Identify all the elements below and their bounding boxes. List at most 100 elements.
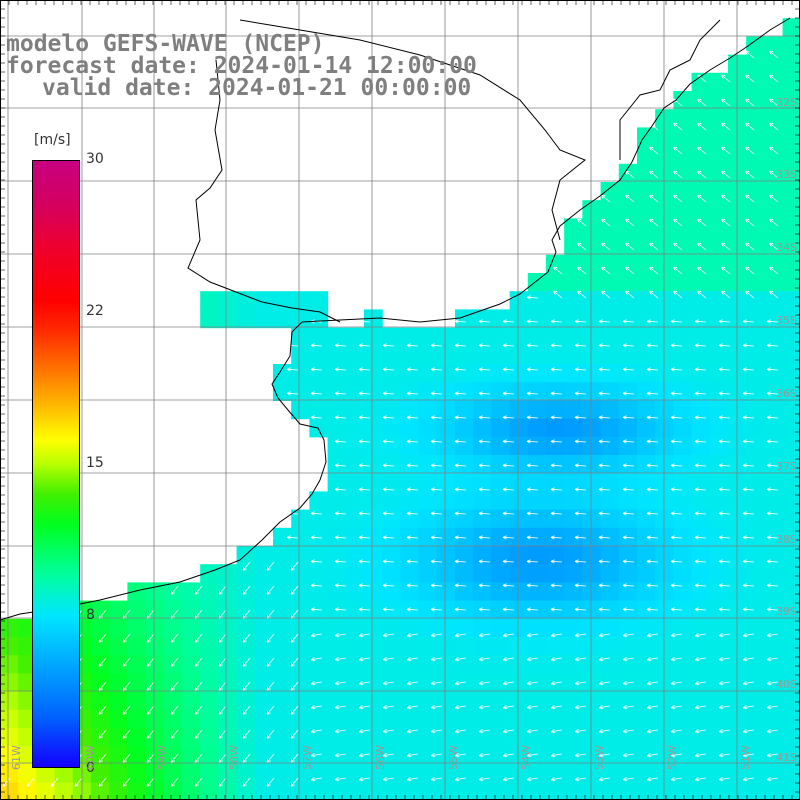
wind-cell — [782, 218, 800, 238]
wind-cell — [527, 655, 547, 674]
wind-cell — [600, 345, 620, 365]
wind-arrow — [430, 681, 443, 686]
wind-cell — [728, 91, 747, 110]
wind-arrow — [358, 777, 371, 782]
wind-cell — [582, 200, 602, 219]
wind-arrow — [769, 194, 779, 203]
wind-cell — [382, 455, 401, 474]
wind-arrow — [218, 657, 227, 667]
wind-arrow — [646, 367, 659, 372]
wind-arrow — [766, 343, 779, 348]
wind-cell — [109, 600, 128, 620]
wind-cell — [218, 691, 238, 711]
wind-arrow — [622, 343, 635, 348]
wind-cell — [764, 364, 784, 383]
wind-arrow — [430, 657, 443, 662]
wind-arrow — [718, 487, 731, 492]
wind-cell — [673, 309, 693, 329]
wind-cell — [655, 637, 674, 656]
wind-cell — [728, 691, 747, 711]
wind-arrow — [502, 343, 515, 348]
wind-arrow — [170, 753, 179, 763]
wind-cell — [655, 364, 674, 383]
wind-cell — [364, 637, 383, 656]
wind-cell — [182, 782, 201, 800]
wind-cell — [728, 618, 747, 638]
wind-arrow — [622, 657, 635, 662]
wind-arrow — [526, 415, 539, 420]
lat-label: 33S — [776, 168, 797, 181]
wind-cell — [746, 182, 765, 201]
wind-cell — [782, 309, 800, 329]
wind-cell — [564, 600, 583, 620]
wind-cell — [746, 382, 765, 401]
wind-arrow — [382, 487, 395, 492]
wind-cell — [618, 418, 638, 438]
wind-cell — [473, 309, 492, 329]
wind-cell — [673, 182, 693, 201]
wind-arrow — [598, 681, 611, 686]
wind-cell — [273, 637, 292, 656]
wind-cell — [291, 673, 310, 693]
wind-arrow — [310, 633, 323, 638]
wind-cell — [655, 509, 674, 529]
wind-arrow — [742, 729, 755, 734]
wind-arrow — [598, 583, 611, 588]
wind-cell — [0, 691, 19, 711]
wind-cell — [746, 327, 765, 347]
wind-cell — [182, 600, 201, 620]
wind-arrow — [598, 777, 611, 782]
wind-cell — [455, 400, 474, 420]
wind-cell — [691, 455, 711, 474]
wind-cell — [782, 673, 800, 693]
wind-cell — [509, 637, 529, 656]
wind-cell — [455, 473, 474, 492]
wind-cell — [163, 691, 183, 711]
wind-arrow — [170, 657, 179, 667]
wind-cell — [782, 182, 800, 201]
wind-cell — [764, 254, 784, 274]
wind-cell — [364, 728, 383, 747]
wind-cell — [345, 491, 365, 511]
wind-arrow — [673, 266, 683, 275]
wind-cell — [691, 382, 711, 401]
wind-cell — [509, 309, 529, 329]
wind-arrow — [334, 367, 347, 372]
wind-cell — [218, 291, 238, 310]
wind-arrow — [430, 633, 443, 638]
wind-arrow — [218, 729, 227, 739]
wind-arrow — [745, 122, 755, 131]
wind-arrow — [601, 218, 611, 227]
wind-cell — [163, 618, 183, 638]
wind-arrow — [550, 319, 563, 324]
wind-cell — [200, 564, 219, 583]
wind-cell — [564, 418, 583, 438]
wind-cell — [327, 418, 347, 438]
wind-cell — [728, 54, 747, 74]
wind-cell — [145, 673, 165, 693]
wind-cell — [600, 236, 620, 256]
wind-cell — [455, 728, 474, 747]
wind-arrow — [694, 367, 707, 372]
wind-arrow — [622, 583, 635, 588]
wind-arrow — [454, 319, 467, 324]
wind-cell — [764, 418, 784, 438]
wind-arrow — [526, 583, 539, 588]
wind-cell — [709, 91, 729, 110]
wind-arrow — [766, 607, 779, 612]
wind-arrow — [218, 753, 227, 763]
wind-arrow — [242, 561, 251, 571]
wind-arrow — [454, 343, 467, 348]
wind-cell — [254, 782, 274, 800]
wind-cell — [527, 564, 547, 583]
wind-cell — [673, 418, 693, 438]
wind-cell — [673, 436, 693, 456]
wind-cell — [473, 618, 492, 638]
wind-arrow — [649, 242, 659, 251]
wind-cell — [509, 673, 529, 693]
wind-arrow — [430, 391, 443, 396]
wind-cell — [618, 509, 638, 529]
wind-arrow — [430, 583, 443, 588]
wind-arrow — [430, 777, 443, 782]
wind-cell — [527, 418, 547, 438]
